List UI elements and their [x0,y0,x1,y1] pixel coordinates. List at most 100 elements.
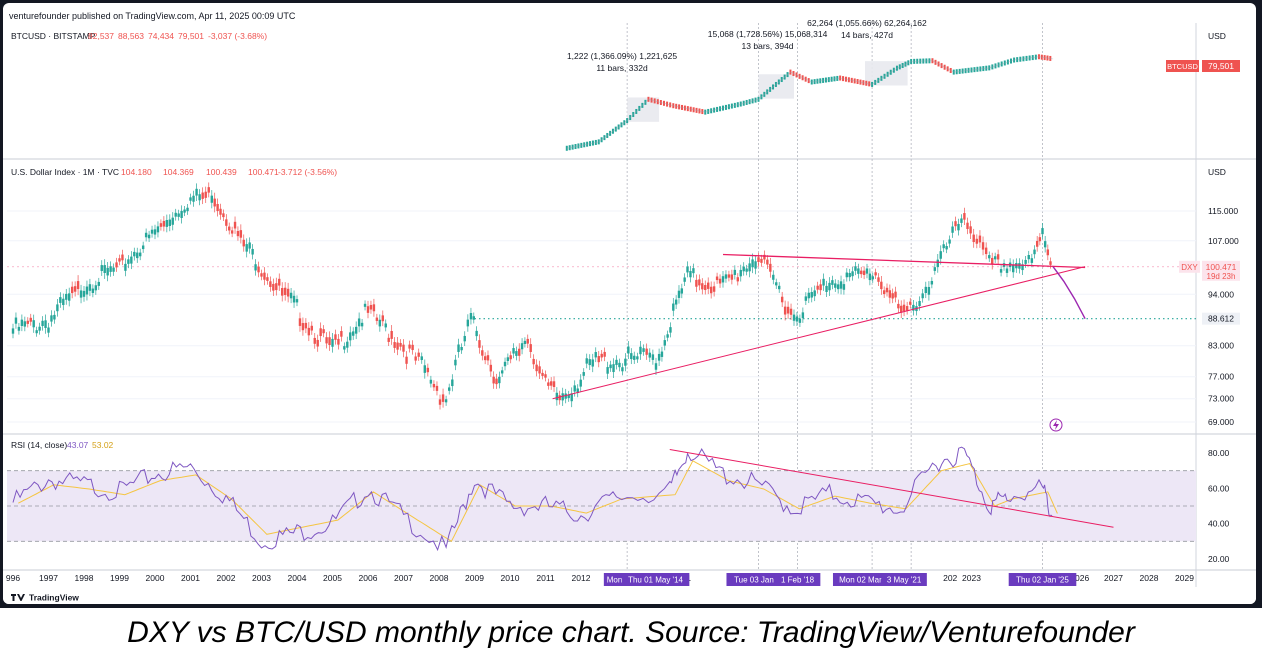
btc-legend-change: -3,037 (-3.68%) [208,31,267,41]
dxy-candle [754,261,757,269]
dxy-candle [352,331,355,336]
dxy-candle [195,188,198,196]
btc-symbol-tag-label: BTCUSD [1167,62,1198,71]
rsi-trendline [669,448,1114,528]
btc-price-tag [1202,60,1240,72]
dxy-candle [133,251,136,257]
x-axis-tick: 202 [943,573,957,583]
dxy-candle [251,248,254,255]
dxy-candle [486,355,490,361]
dxy-candle [624,358,627,366]
dxy-candle [29,317,32,322]
dxy-y-tick: 115.000 [1208,206,1238,216]
dxy-candle [177,213,180,217]
dxy-candle [648,352,651,358]
dxy-candle [798,318,802,323]
dxy-candle [44,320,47,328]
dxy-candle [978,235,982,243]
dxy-candle [686,266,689,273]
dxy-candle [378,319,382,327]
dxy-candle [730,274,734,280]
dxy-candle [795,316,799,322]
dxy-candle [888,290,892,298]
dxy-candle [478,340,481,348]
dxy-candle [860,270,863,275]
dxy-candle [372,304,376,312]
dxy-y-tick: 83.000 [1208,341,1234,351]
dxy-candle [918,300,921,307]
dxy-candle [698,279,701,286]
rsi-legend-title: RSI (14, close) [11,440,67,450]
dxy-candle [996,254,1000,260]
dxy-candle [1035,240,1039,247]
dxy-candle [766,259,769,265]
dxy-candle [91,288,95,293]
dxy-candle [588,359,591,366]
dxy-candle [751,259,754,268]
date-tag [1008,573,1077,586]
dxy-candle [405,356,408,364]
dxy-candle [307,327,311,336]
dxy-candle [340,331,343,337]
dxy-candle [141,245,145,250]
dxy-candle [834,283,837,288]
dxy-candle [963,213,966,220]
x-axis-tick: 2012 [572,573,591,583]
dxy-symbol-tag [1179,260,1200,273]
dxy-candle [475,330,478,337]
dxy-candle [390,330,393,339]
figure-caption: DXY vs BTC/USD monthly price chart. Sour… [127,616,1135,649]
dxy-candle [772,274,775,280]
dxy-candle [286,288,290,297]
dxy-candle [538,366,541,374]
dxy-candle [760,258,763,263]
btc-legend-low: 74,434 [148,31,174,41]
dxy-candle [828,282,831,291]
dxy-candle [957,223,960,231]
dxy-candle [420,356,423,361]
rsi-legend-ma-value: 53.02 [92,440,114,450]
dxy-candle [567,394,570,399]
date-tag-label: Mon 03 [607,576,634,585]
date-tag-label: Tue 03 Jan '17 [734,576,787,585]
measurement-label: 62,264 (1,055.66%) 62,264,162 [807,18,927,28]
dxy-candle [165,220,169,227]
dxy-candle [877,277,880,282]
dxy-candle [645,348,648,355]
dxy-candle [349,332,352,341]
dxy-candle [822,278,825,286]
dxy-candle [786,306,790,314]
chart-svg[interactable]: 1,222 (1,366.09%) 1,221,625 11 bars, 332d… [3,3,1256,604]
dxy-candle [594,352,597,358]
dxy-candle [32,320,35,328]
date-tag-label: Mon 02 Mar '20 [839,576,895,585]
dxy-candle [745,268,748,272]
dxy-candle [660,351,664,357]
dxy-candle [993,256,997,260]
dxy-candle [213,198,216,207]
dxy-candle [966,222,969,229]
btc-price-tag-label: 79,501 [1208,61,1234,71]
x-axis-tick: 2006 [359,573,378,583]
dxy-candle [62,298,65,306]
dxy-candle [999,269,1003,273]
dxy-candle [880,281,883,290]
dxy-candle [778,285,781,290]
dxy-candle [429,379,433,384]
chart-frame: venturefounder published on TradingView.… [0,0,1262,608]
dxy-candle [724,274,728,279]
dxy-candle [201,192,204,199]
dxy-candle [82,290,86,297]
dxy-axis-currency: USD [1208,167,1226,177]
dxy-countdown: 19d 23h [1207,272,1236,281]
dxy-candle [295,299,299,303]
dxy-candle [325,337,328,344]
dxy-candle [310,325,313,331]
dxy-candle [387,337,390,342]
dxy-candle [292,295,296,303]
dxy-candle [328,337,331,345]
dxy-candle [451,379,454,387]
measurement-label: 14 bars, 427d [841,30,893,40]
dxy-candle [936,259,939,268]
dxy-candle [991,257,994,265]
